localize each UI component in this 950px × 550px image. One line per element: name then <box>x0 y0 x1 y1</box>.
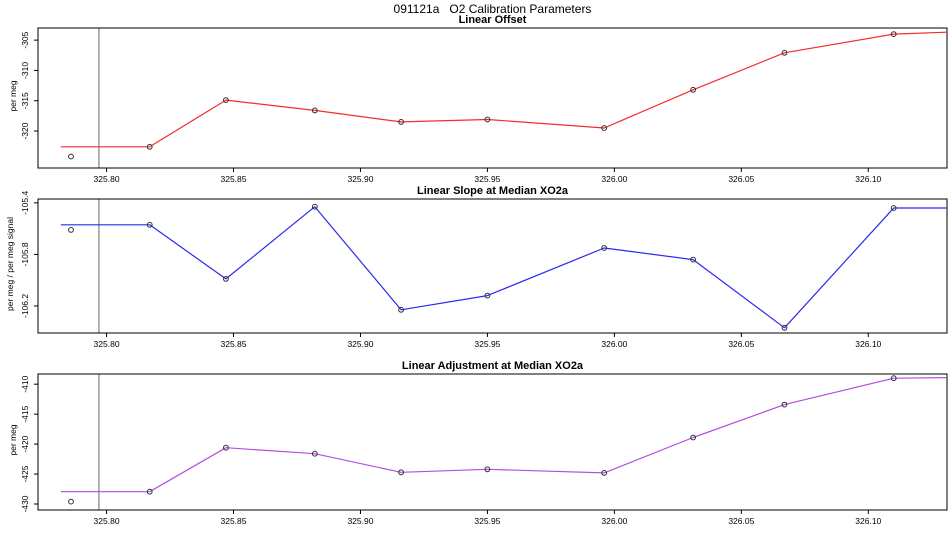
y-axis-label-slope: per meg / per meg signal <box>5 216 15 312</box>
data-point <box>223 97 229 103</box>
x-tick-label: 325.95 <box>474 516 500 526</box>
data-point <box>781 324 788 331</box>
x-tick-label: 325.90 <box>347 516 373 526</box>
x-tick-label: 325.80 <box>94 174 120 184</box>
data-point <box>146 221 153 228</box>
x-tick-label: 326.10 <box>855 339 881 349</box>
x-tick-label: 326.00 <box>601 174 627 184</box>
data-point <box>146 143 153 150</box>
x-tick-label: 325.95 <box>474 339 500 349</box>
data-point <box>484 292 491 299</box>
data-point <box>601 245 608 251</box>
x-tick-label: 325.80 <box>94 339 120 349</box>
data-point <box>146 488 153 495</box>
x-tick-label: 325.80 <box>94 516 120 526</box>
data-point <box>890 205 897 211</box>
data-point <box>690 86 696 93</box>
x-tick-label: 326.00 <box>601 516 627 526</box>
y-tick-label: -420 <box>20 435 30 452</box>
panel-border <box>37 198 948 334</box>
x-tick-label: 325.95 <box>474 174 500 184</box>
y-tick-label: -315 <box>20 92 30 109</box>
y-axis-label-adjustment: per meg <box>8 424 18 456</box>
data-point <box>311 450 318 457</box>
data-point <box>690 256 696 263</box>
outlier-point <box>68 153 74 160</box>
x-tick-label: 326.05 <box>728 174 754 184</box>
x-tick-label: 325.90 <box>347 339 373 349</box>
panel-title-linear-slope: Linear Slope at Median XO2a <box>417 185 568 197</box>
data-point <box>601 470 608 476</box>
outlier-point <box>68 227 74 233</box>
series-line <box>60 206 947 329</box>
y-tick-label: -105.8 <box>20 242 30 266</box>
x-tick-label: 326.00 <box>601 339 627 349</box>
panel-title-linear-adjustment: Linear Adjustment at Median XO2a <box>401 360 584 372</box>
series-line <box>60 377 948 493</box>
figure-title: 091121a O2 Calibration Parameters <box>393 2 592 16</box>
data-point <box>311 107 318 114</box>
x-tick-label: 326.10 <box>855 516 881 526</box>
x-tick-label: 326.05 <box>728 516 754 526</box>
x-tick-label: 326.05 <box>728 339 754 349</box>
data-point <box>890 31 897 37</box>
data-point <box>781 49 788 56</box>
x-tick-label: 326.10 <box>855 174 881 184</box>
data-point <box>398 469 405 476</box>
y-tick-label: -320 <box>20 122 30 139</box>
y-tick-label: -106.2 <box>20 294 30 318</box>
x-tick-label: 325.90 <box>347 174 373 184</box>
x-tick-label: 325.85 <box>221 339 247 349</box>
y-tick-label: -305 <box>20 31 30 48</box>
data-point <box>398 306 405 313</box>
y-tick-label: -310 <box>20 62 30 79</box>
y-tick-label: -410 <box>20 375 30 392</box>
series-line <box>60 31 948 148</box>
data-point <box>398 119 405 125</box>
data-point <box>223 444 229 451</box>
x-tick-label: 325.85 <box>221 516 247 526</box>
panel-border <box>37 27 948 169</box>
data-point <box>781 401 788 408</box>
y-tick-label: -430 <box>20 495 30 512</box>
y-tick-label: -105.4 <box>20 191 30 215</box>
data-point <box>223 276 229 282</box>
data-point <box>484 116 491 123</box>
data-point <box>311 203 318 210</box>
y-tick-label: -425 <box>20 465 30 482</box>
outlier-point <box>68 498 74 505</box>
x-tick-label: 325.85 <box>221 174 247 184</box>
panel-border <box>37 373 948 511</box>
data-point <box>601 125 608 131</box>
data-point <box>890 375 897 382</box>
y-tick-label: -415 <box>20 405 30 422</box>
data-point <box>484 466 491 473</box>
panel-title-linear-offset: Linear Offset <box>458 14 527 26</box>
data-point <box>690 434 696 441</box>
